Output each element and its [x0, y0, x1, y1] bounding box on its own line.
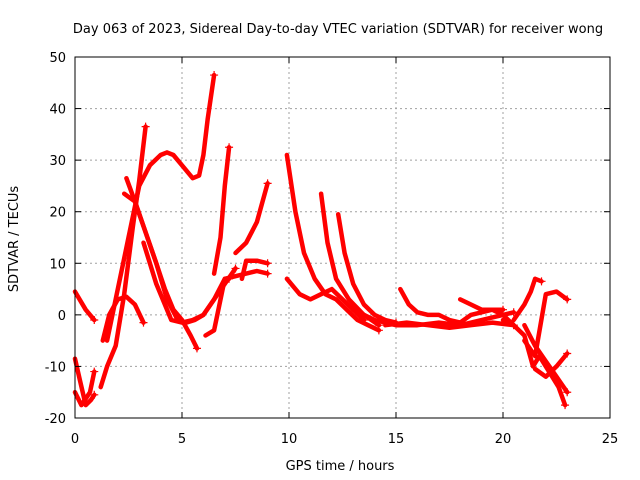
x-tick-label: 20 [495, 432, 512, 447]
series-end-marker [263, 179, 272, 188]
series-sat-u [457, 297, 516, 328]
series-sat-d [98, 124, 148, 390]
chart-title: Day 063 of 2023, Sidereal Day-to-day VTE… [73, 22, 603, 37]
series-end-marker [225, 143, 234, 152]
series-end-marker [563, 295, 572, 304]
series-sat-x [522, 289, 570, 359]
y-tick-label: 20 [49, 206, 66, 221]
series-end-marker [192, 344, 201, 353]
series-sat-k [211, 145, 232, 276]
x-axis-label: GPS time / hours [286, 459, 395, 474]
y-axis-label: SDTVAR / TECUs [7, 186, 22, 293]
series-sat-e [100, 294, 146, 343]
series-sat-a [72, 289, 97, 323]
y-tick-label: 0 [58, 309, 66, 324]
x-tick-label: 25 [602, 432, 619, 447]
series-sat-z [522, 322, 570, 395]
series-end-marker [139, 318, 148, 327]
series-end-marker [359, 316, 368, 325]
y-tick-label: -20 [45, 412, 66, 427]
x-tick-label: 5 [178, 432, 186, 447]
series-sat-w [511, 276, 544, 323]
series-sat-q [284, 276, 367, 323]
series-end-marker [263, 259, 272, 268]
series-sat-p [335, 212, 399, 325]
series-end-marker [263, 269, 272, 278]
series-end-marker [141, 122, 150, 131]
y-tick-label: -10 [45, 360, 66, 375]
series-end-marker [231, 264, 240, 273]
series-end-marker [537, 277, 546, 286]
series-end-marker [561, 401, 570, 410]
series-sat-m [233, 181, 270, 256]
x-tick-label: 10 [281, 432, 298, 447]
series-end-marker [90, 367, 99, 376]
series-sat-n [284, 152, 382, 333]
series-sat-f [104, 72, 217, 343]
series-sat-b [72, 356, 97, 408]
series-end-marker [90, 390, 99, 399]
series-end-marker [499, 305, 507, 314]
grid-lines [75, 57, 610, 418]
y-tick-label: 50 [49, 51, 66, 66]
series-sat-v [500, 317, 568, 408]
series-sat-j [203, 268, 270, 338]
x-tick-label: 0 [71, 432, 79, 447]
series-end-marker [563, 349, 572, 358]
series-sat-c [72, 369, 97, 408]
series-end-marker [563, 388, 572, 397]
plot-frame [74, 56, 611, 419]
series-sat-l [239, 258, 270, 282]
series-sat-t [383, 320, 516, 331]
series-end-marker [210, 71, 219, 80]
y-tick-label: 10 [49, 257, 66, 272]
data-series [72, 71, 572, 410]
y-tick-label: 40 [49, 103, 66, 118]
x-tick-label: 15 [388, 432, 405, 447]
series-sat-r [350, 307, 516, 328]
axis-ticks: 0 5 10 15 20 25 -20 -10 0 10 20 30 40 50 [45, 51, 619, 447]
series-end-marker [90, 316, 99, 325]
y-tick-label: 30 [49, 154, 66, 169]
